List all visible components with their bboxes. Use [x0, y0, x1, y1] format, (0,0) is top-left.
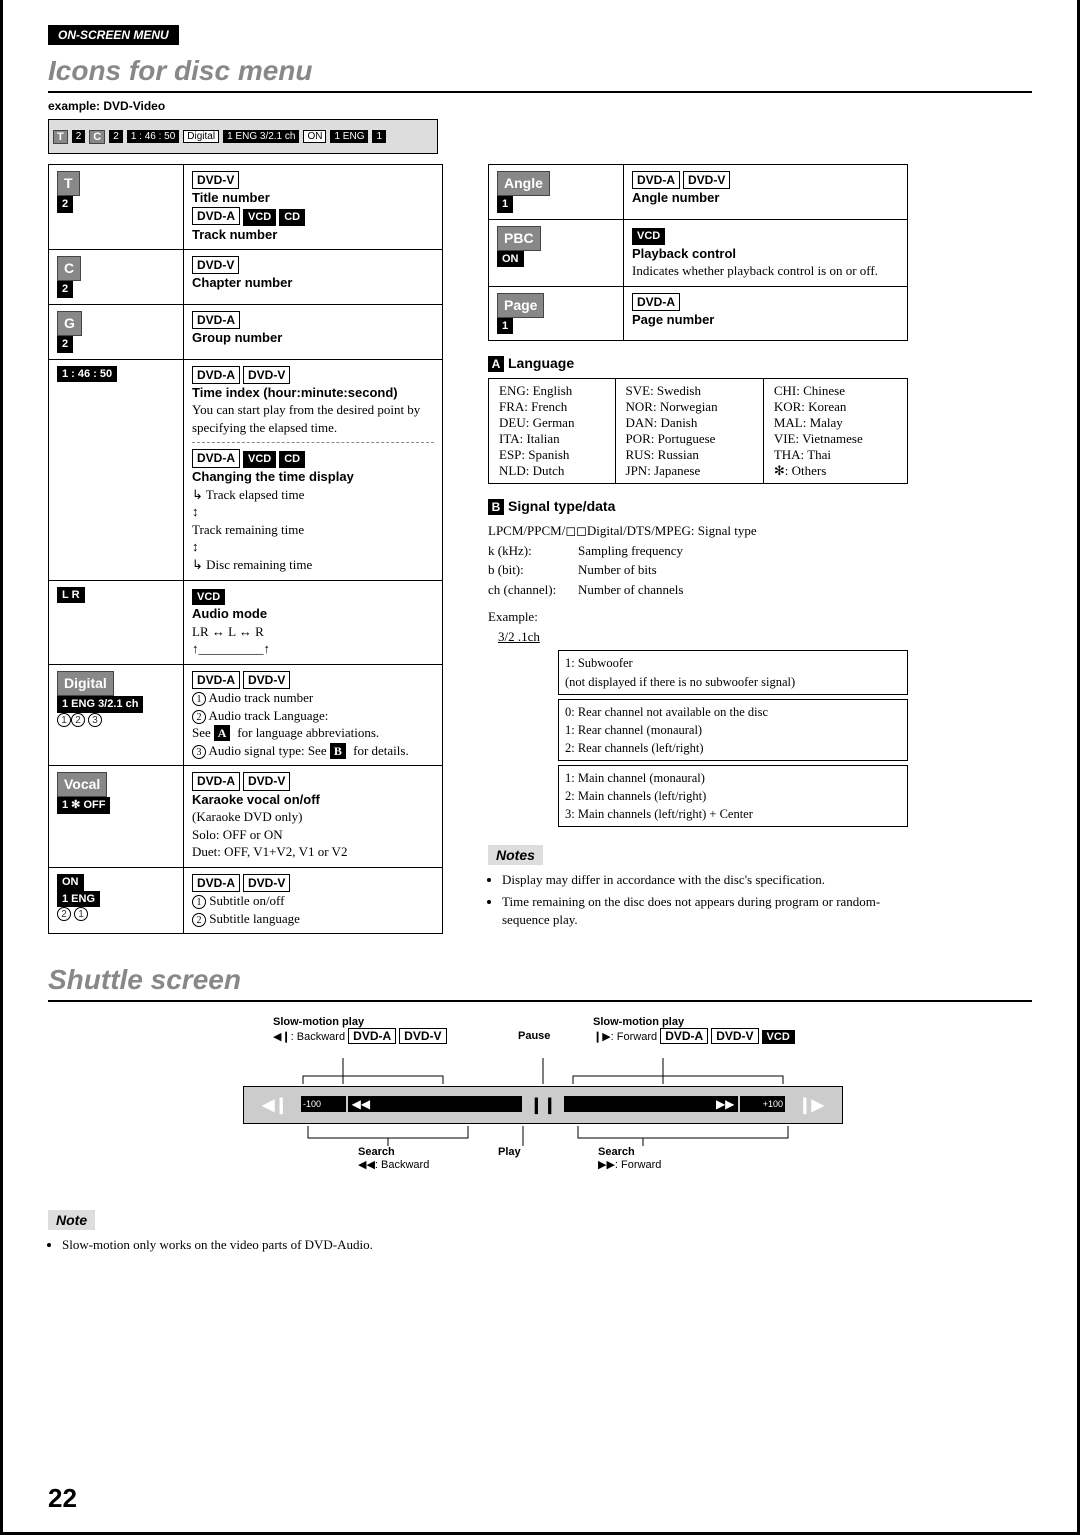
table-row: Angle1DVD-ADVD-VAngle number [489, 165, 908, 220]
channel-diagram: 1: Subwoofer (not displayed if there is … [498, 650, 908, 827]
channel-box: 1: Main channel (monaural)2: Main channe… [558, 765, 908, 827]
signal-grid: k (kHz):Sampling frequencyb (bit):Number… [488, 541, 908, 600]
icons-table-left: T2DVD-VTitle numberDVD-AVCDCDTrack numbe… [48, 164, 443, 934]
icon-cell: Vocal1 ✻ OFF [49, 766, 184, 867]
table-row: PBCONVCDPlayback controlIndicates whethe… [489, 219, 908, 286]
desc-cell: DVD-VTitle numberDVD-AVCDCDTrack number [184, 165, 443, 250]
language-heading: ALanguage [488, 355, 908, 372]
table-row: C2DVD-VChapter number [49, 250, 443, 305]
desc-cell: DVD-AGroup number [184, 304, 443, 359]
lang-col: CHI: ChineseKOR: KoreanMAL: MalayVIE: Vi… [763, 379, 907, 484]
icon-cell: L R [49, 580, 184, 664]
desc-cell: VCDAudio modeLR ↔ L ↔ R ↑__________↑ [184, 580, 443, 664]
desc-cell: DVD-APage number [624, 286, 908, 341]
lang-col: ENG: EnglishFRA: FrenchDEU: GermanITA: I… [489, 379, 616, 484]
icon-cell: PBCON [489, 219, 624, 286]
table-row: ON1 ENG2 1DVD-ADVD-V1 Subtitle on/off2 S… [49, 867, 443, 933]
note-bottom: Slow-motion only works on the video part… [48, 1236, 1032, 1254]
table-row: Page1DVD-APage number [489, 286, 908, 341]
example-label: example: DVD-Video [48, 99, 1032, 113]
language-table: ENG: EnglishFRA: FrenchDEU: GermanITA: I… [488, 378, 908, 484]
signal-heading: BSignal type/data [488, 498, 908, 515]
desc-cell: DVD-VChapter number [184, 250, 443, 305]
shuttle-bar: ◀❙ -100 ◀◀ ❙❙ ▶▶ +100 ❙▶ [243, 1086, 843, 1124]
notes-list: Display may differ in accordance with th… [488, 871, 908, 929]
desc-cell: DVD-ADVD-V1 Subtitle on/off2 Subtitle la… [184, 867, 443, 933]
section-title-icons: Icons for disc menu [48, 55, 1032, 93]
page-number: 22 [48, 1483, 77, 1514]
signal-example-value: 3/2 .1ch [498, 627, 908, 647]
icon-cell: Digital1 ENG 3/2.1 ch12 3 [49, 665, 184, 766]
table-row: Vocal1 ✻ OFFDVD-ADVD-VKaraoke vocal on/o… [49, 766, 443, 867]
section-title-shuttle: Shuttle screen [48, 964, 1032, 1002]
icon-cell: C2 [49, 250, 184, 305]
channel-box: 0: Rear channel not available on the dis… [558, 699, 908, 761]
icon-cell: T2 [49, 165, 184, 250]
icon-cell: 1 : 46 : 50 [49, 359, 184, 580]
notes-heading: Notes [488, 845, 543, 865]
lang-col: SVE: SwedishNOR: NorwegianDAN: DanishPOR… [615, 379, 763, 484]
signal-line: LPCM/PPCM/◻◻Digital/DTS/MPEG: Signal typ… [488, 521, 908, 541]
icons-table-right: Angle1DVD-ADVD-VAngle numberPBCONVCDPlay… [488, 164, 908, 341]
desc-cell: DVD-ADVD-VTime index (hour:minute:second… [184, 359, 443, 580]
desc-cell: DVD-ADVD-V1 Audio track number2 Audio tr… [184, 665, 443, 766]
icon-cell: Angle1 [489, 165, 624, 220]
table-row: L RVCDAudio modeLR ↔ L ↔ R ↑__________↑ [49, 580, 443, 664]
desc-cell: DVD-ADVD-VKaraoke vocal on/off(Karaoke D… [184, 766, 443, 867]
display-strip: T 2 C 2 1 : 46 : 50 Digital 1 ENG 3/2.1 … [48, 119, 438, 154]
icon-cell: Page1 [489, 286, 624, 341]
table-row: Digital1 ENG 3/2.1 ch12 3DVD-ADVD-V1 Aud… [49, 665, 443, 766]
table-row: G2DVD-AGroup number [49, 304, 443, 359]
note-heading: Note [48, 1210, 95, 1230]
table-row: T2DVD-VTitle numberDVD-AVCDCDTrack numbe… [49, 165, 443, 250]
section-badge: ON-SCREEN MENU [48, 25, 179, 45]
desc-cell: DVD-ADVD-VAngle number [624, 165, 908, 220]
icon-cell: ON1 ENG2 1 [49, 867, 184, 933]
signal-example-label: Example: [488, 607, 908, 627]
desc-cell: VCDPlayback controlIndicates whether pla… [624, 219, 908, 286]
channel-box: 1: Subwoofer (not displayed if there is … [558, 650, 908, 694]
table-row: 1 : 46 : 50DVD-ADVD-VTime index (hour:mi… [49, 359, 443, 580]
icon-cell: G2 [49, 304, 184, 359]
shuttle-diagram: Slow-motion play ◀❙: Backward DVD-ADVD-V… [48, 1016, 1032, 1196]
